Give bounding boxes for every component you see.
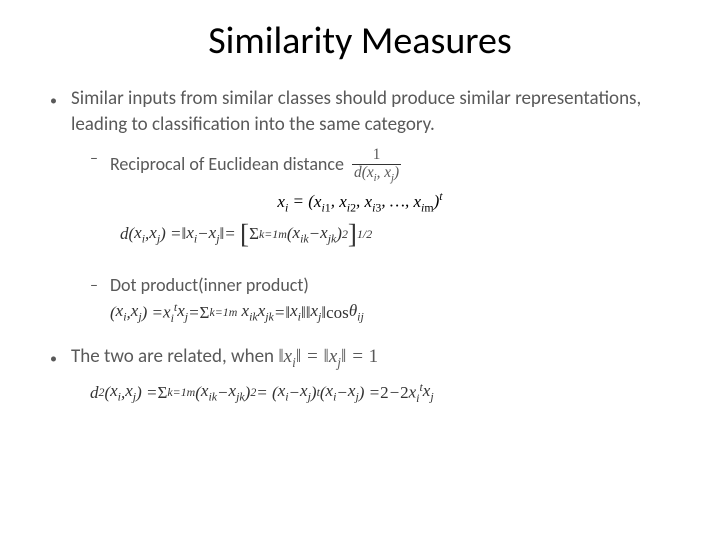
- frac-den: d(xi, xj): [352, 165, 401, 185]
- subbullet-euclidean: – Reciprocal of Euclidean distance 1 d(x…: [90, 147, 670, 185]
- bullet2-pre: The two are related, when: [71, 345, 278, 368]
- bullet-dot-icon: •: [50, 92, 57, 109]
- bullet-1: • Similar inputs from similar classes sh…: [50, 86, 670, 137]
- slide-title: Similarity Measures: [50, 18, 670, 64]
- dot-product-formula: (xi, xj) = xit xj = Σk=1m xikxjk = ‖xi‖‖…: [110, 300, 670, 326]
- dash-icon: –: [90, 149, 98, 168]
- bullet-2: • The two are related, when ‖xi‖ = ‖xj‖ …: [50, 344, 670, 372]
- dash-icon-2: –: [90, 276, 98, 295]
- bullet-dot-icon-2: •: [50, 350, 57, 367]
- reciprocal-fraction: 1 d(xi, xj): [352, 147, 401, 185]
- frac-num: 1: [352, 147, 401, 165]
- sub1-text: Reciprocal of Euclidean distance: [110, 153, 344, 175]
- bullet-1-text: Similar inputs from similar classes shou…: [71, 86, 670, 137]
- relation-formula: d2(xi, xj) = Σk=1m(xik − xjk)2 = (xi − x…: [90, 380, 670, 406]
- slide: Similarity Measures • Similar inputs fro…: [0, 0, 720, 540]
- bullet2-cond: ‖xi‖ = ‖xj‖ = 1: [278, 346, 378, 367]
- subbullet-dot-label: Dot product(inner product): [110, 274, 309, 296]
- subbullet-euclidean-label: Reciprocal of Euclidean distance 1 d(xi,…: [110, 147, 401, 185]
- spacer: [50, 250, 670, 264]
- vector-definition: xi = (xi1, xi2, xi3, …, xim)t: [50, 189, 670, 215]
- bullet-2-text: The two are related, when ‖xi‖ = ‖xj‖ = …: [71, 344, 378, 372]
- subbullet-dotproduct: – Dot product(inner product): [90, 274, 670, 296]
- distance-formula: d(xi, xj) = ‖xi − xj‖ = [ Σk=1m(xik − xj…: [120, 219, 670, 250]
